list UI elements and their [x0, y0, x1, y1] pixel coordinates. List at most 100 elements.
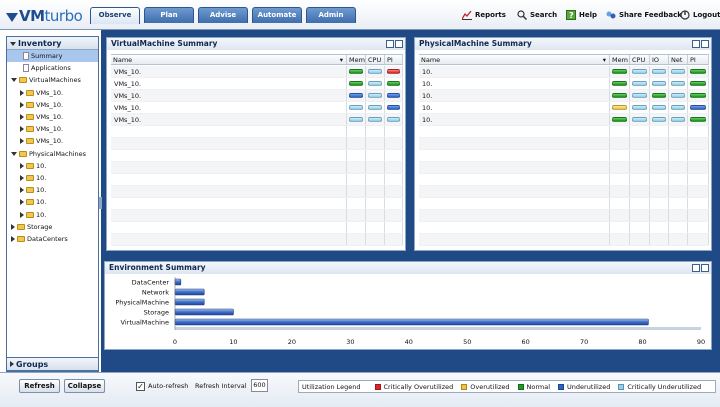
expand-arrow-icon[interactable]: [20, 126, 24, 133]
auto-refresh-checkbox[interactable]: ✓: [136, 382, 145, 391]
help-button[interactable]: ? Help: [566, 9, 597, 21]
pi-cell: [688, 90, 709, 101]
refresh-button[interactable]: Refresh: [19, 379, 60, 393]
expand-arrow-icon[interactable]: [20, 199, 24, 206]
tab-advise[interactable]: Advise: [198, 7, 248, 23]
column-header-io[interactable]: IO: [650, 55, 669, 64]
share-feedback-button[interactable]: Share Feedback: [606, 9, 682, 21]
tree-item[interactable]: VMs_10.: [7, 135, 98, 147]
tree-item[interactable]: VMs_10.: [7, 123, 98, 135]
name-cell: VMs_10.: [111, 114, 347, 125]
tree-item[interactable]: PhysicalMachines: [7, 148, 98, 160]
minimize-icon[interactable]: [386, 40, 394, 48]
tree-item[interactable]: VMs_10.: [7, 111, 98, 123]
splitter-handle[interactable]: [99, 197, 102, 209]
refresh-interval-input[interactable]: 600: [251, 379, 268, 392]
expand-arrow-icon[interactable]: [20, 211, 24, 218]
table-row[interactable]: 10.: [419, 78, 709, 90]
table-row[interactable]: 10.: [419, 114, 709, 126]
tab-observe[interactable]: Observe: [90, 7, 140, 24]
column-header-cpu[interactable]: CPU: [366, 55, 385, 64]
column-header-mem[interactable]: Mem: [349, 55, 366, 64]
utilization-bar: [632, 93, 647, 98]
tree-item[interactable]: 10.: [7, 196, 98, 208]
expand-arrow-icon[interactable]: [11, 223, 15, 230]
maximize-icon[interactable]: [701, 40, 709, 48]
pi-cell: [688, 198, 709, 209]
utilization-bar: [671, 105, 685, 110]
io-cell: [650, 222, 669, 233]
cpu-cell: [630, 114, 650, 125]
cpu-cell: [630, 126, 650, 137]
logout-button[interactable]: Logout: [680, 9, 720, 21]
table-row[interactable]: 10.: [419, 90, 709, 102]
column-header-pi[interactable]: PI: [385, 55, 403, 64]
minimize-icon[interactable]: [692, 40, 700, 48]
expand-arrow-icon[interactable]: [20, 101, 24, 108]
search-button[interactable]: Search: [517, 9, 557, 21]
tab-automate[interactable]: Automate: [252, 7, 302, 23]
tree-item[interactable]: Applications: [7, 62, 98, 74]
pi-cell: [385, 78, 403, 89]
expand-arrow-icon[interactable]: [20, 187, 24, 194]
folder-icon: [26, 89, 34, 96]
mem-cell: [610, 78, 630, 89]
table-row[interactable]: 10.: [419, 66, 709, 78]
io-cell: [650, 186, 669, 197]
cpu-cell: [630, 150, 650, 161]
table-row[interactable]: VMs_10.: [111, 78, 403, 90]
expand-arrow-icon[interactable]: [11, 235, 15, 242]
minimize-icon[interactable]: [692, 264, 700, 272]
pm-grid-header: Name ▾ Mem CPU IO Net PI: [419, 54, 709, 65]
table-row[interactable]: VMs_10.: [111, 114, 403, 126]
mem-cell: [610, 114, 630, 125]
search-icon: [517, 10, 527, 20]
table-row[interactable]: VMs_10.: [111, 90, 403, 102]
tree-item[interactable]: VMs_10.: [7, 99, 98, 111]
tab-admin[interactable]: Admin: [306, 7, 356, 23]
column-header-net[interactable]: Net: [669, 55, 688, 64]
expand-arrow-icon[interactable]: [20, 174, 24, 181]
table-row[interactable]: 10.: [419, 102, 709, 114]
maximize-icon[interactable]: [395, 40, 403, 48]
column-header-pi[interactable]: PI: [688, 55, 709, 64]
tree-item[interactable]: 10.: [7, 208, 98, 220]
collapse-arrow-icon[interactable]: [11, 78, 17, 83]
tree-item[interactable]: Summary: [7, 50, 98, 63]
groups-header[interactable]: Groups: [6, 357, 99, 371]
tree-item[interactable]: VMs_10.: [7, 87, 98, 99]
column-header-name[interactable]: Name ▾: [419, 55, 610, 64]
column-header-name[interactable]: Name ▾: [111, 55, 347, 64]
expand-arrow-icon[interactable]: [20, 162, 24, 169]
vm-summary-title: VirtualMachine Summary: [107, 38, 405, 50]
tree-item[interactable]: DataCenters: [7, 233, 98, 245]
tree-item[interactable]: 10.: [7, 160, 98, 172]
expand-arrow-icon[interactable]: [20, 138, 24, 145]
mem-cell: [347, 186, 366, 197]
tree-item[interactable]: Storage: [7, 221, 98, 233]
column-header-cpu[interactable]: CPU: [630, 55, 650, 64]
expand-arrow-icon[interactable]: [20, 114, 24, 121]
utilization-bar: [690, 69, 706, 74]
reports-button[interactable]: Reports: [462, 9, 506, 21]
column-header-mem[interactable]: Mem: [610, 55, 630, 64]
inventory-header[interactable]: Inventory: [7, 37, 98, 50]
tree-item[interactable]: 10.: [7, 172, 98, 184]
cpu-cell: [630, 102, 650, 113]
name-cell: [419, 222, 610, 233]
table-row[interactable]: VMs_10.: [111, 102, 403, 114]
net-cell: [669, 66, 688, 77]
collapse-button[interactable]: Collapse: [64, 379, 105, 393]
expand-arrow-icon[interactable]: [20, 89, 24, 96]
maximize-icon[interactable]: [701, 264, 709, 272]
tree-item[interactable]: VirtualMachines: [7, 74, 98, 86]
tree-item[interactable]: 10.: [7, 184, 98, 196]
table-row[interactable]: VMs_10.: [111, 66, 403, 78]
pi-cell: [385, 234, 403, 245]
tab-plan[interactable]: Plan: [144, 7, 194, 23]
utilization-bar: [612, 117, 627, 122]
axis-band: [175, 327, 701, 330]
collapse-arrow-icon[interactable]: [11, 151, 17, 156]
utilization-bar: [368, 93, 382, 98]
table-row: [111, 234, 403, 246]
